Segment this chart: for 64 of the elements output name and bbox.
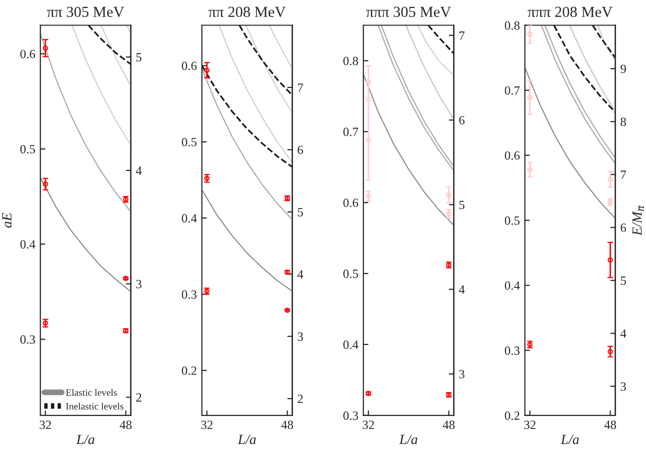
y-tick-label: 0.4	[20, 240, 36, 249]
x-tick-label: 48	[281, 420, 294, 430]
y-tick-label: 0.6	[343, 198, 358, 208]
y2-tick-label: 5	[459, 200, 464, 210]
y-tick-label: 0.5	[20, 144, 36, 154]
y2-tick-label: 7	[460, 32, 465, 40]
y-tick-label: 0.2	[504, 411, 520, 420]
y2-tick-label: 8	[620, 118, 626, 126]
chart-title: ππ 208 MeV	[208, 6, 286, 18]
y-tick-label: 0.3	[504, 346, 520, 355]
y-tick-label: 0.4	[182, 214, 197, 223]
y2-tick-label: 6	[459, 116, 465, 124]
x-tick-label: 32	[524, 420, 536, 430]
chart-title: ππ 305 MeV	[47, 6, 124, 18]
x-axis-title: L/a	[560, 434, 579, 444]
y2-tick-label: 7	[621, 170, 626, 179]
y2-tick-label: 2	[136, 393, 142, 402]
y2-tick-label: 3	[136, 280, 142, 288]
y-tick-label: 0.6	[504, 151, 520, 160]
x-tick-label: 32	[40, 420, 51, 430]
x-tick-label: 32	[362, 420, 374, 430]
chart-title: πππ 305 MeV	[366, 6, 451, 18]
y-tick-label: 0.3	[20, 335, 36, 344]
y-tick-label: 0.2	[182, 366, 196, 375]
chart-title: πππ 208 MeV	[528, 6, 612, 18]
y2-tick-label: 5	[136, 53, 142, 62]
x-axis-title: L/a	[399, 434, 418, 444]
y-tick-label: 0.8	[343, 56, 358, 66]
y-tick-label: 0.7	[504, 86, 520, 95]
y-tick-label: 0.5	[343, 270, 358, 278]
y-axis-title: aE	[2, 212, 12, 228]
y-tick-label: 0.8	[504, 21, 520, 30]
y2-tick-label: 6	[620, 224, 626, 232]
y-tick-label: 0.7	[343, 128, 358, 136]
x-tick-label: 48	[604, 420, 616, 430]
y2-tick-label: 5	[298, 208, 303, 216]
y-tick-label: 0.6	[20, 50, 36, 58]
x-tick-label: 32	[201, 420, 212, 430]
y2-tick-label: 6	[298, 146, 304, 154]
y2-tick-label: 3	[620, 382, 626, 391]
y-tick-label: 0.5	[182, 138, 197, 146]
x-tick-label: 48	[442, 420, 455, 430]
y2-tick-label: 5	[620, 276, 626, 285]
y-tick-label: 0.3	[343, 411, 358, 420]
y2-tick-label: 4	[458, 285, 465, 294]
y2-tick-label: 9	[620, 64, 626, 74]
y2-axis-title: E/M$_{π}$	[632, 206, 644, 236]
y-tick-label: 0.4	[343, 340, 358, 349]
y-tick-label: 0.4	[504, 281, 520, 290]
x-axis-title: L/a	[76, 434, 94, 444]
y2-tick-label: 2	[298, 394, 303, 403]
y2-tick-label: 4	[136, 166, 142, 175]
legend-label: Inelastic levels	[66, 402, 124, 410]
x-tick-label: 48	[120, 420, 132, 430]
legend-label: Elastic levels	[66, 388, 117, 396]
y2-tick-label: 4	[620, 329, 626, 338]
y-tick-label: 0.5	[504, 216, 520, 225]
y2-tick-label: 4	[297, 270, 304, 278]
y2-tick-label: 3	[298, 332, 303, 341]
y2-tick-label: 7	[298, 84, 304, 92]
y-tick-label: 0.3	[182, 290, 197, 299]
x-axis-title: L/a	[238, 434, 256, 444]
y2-tick-label: 3	[459, 370, 464, 378]
y-tick-label: 0.6	[182, 62, 197, 70]
